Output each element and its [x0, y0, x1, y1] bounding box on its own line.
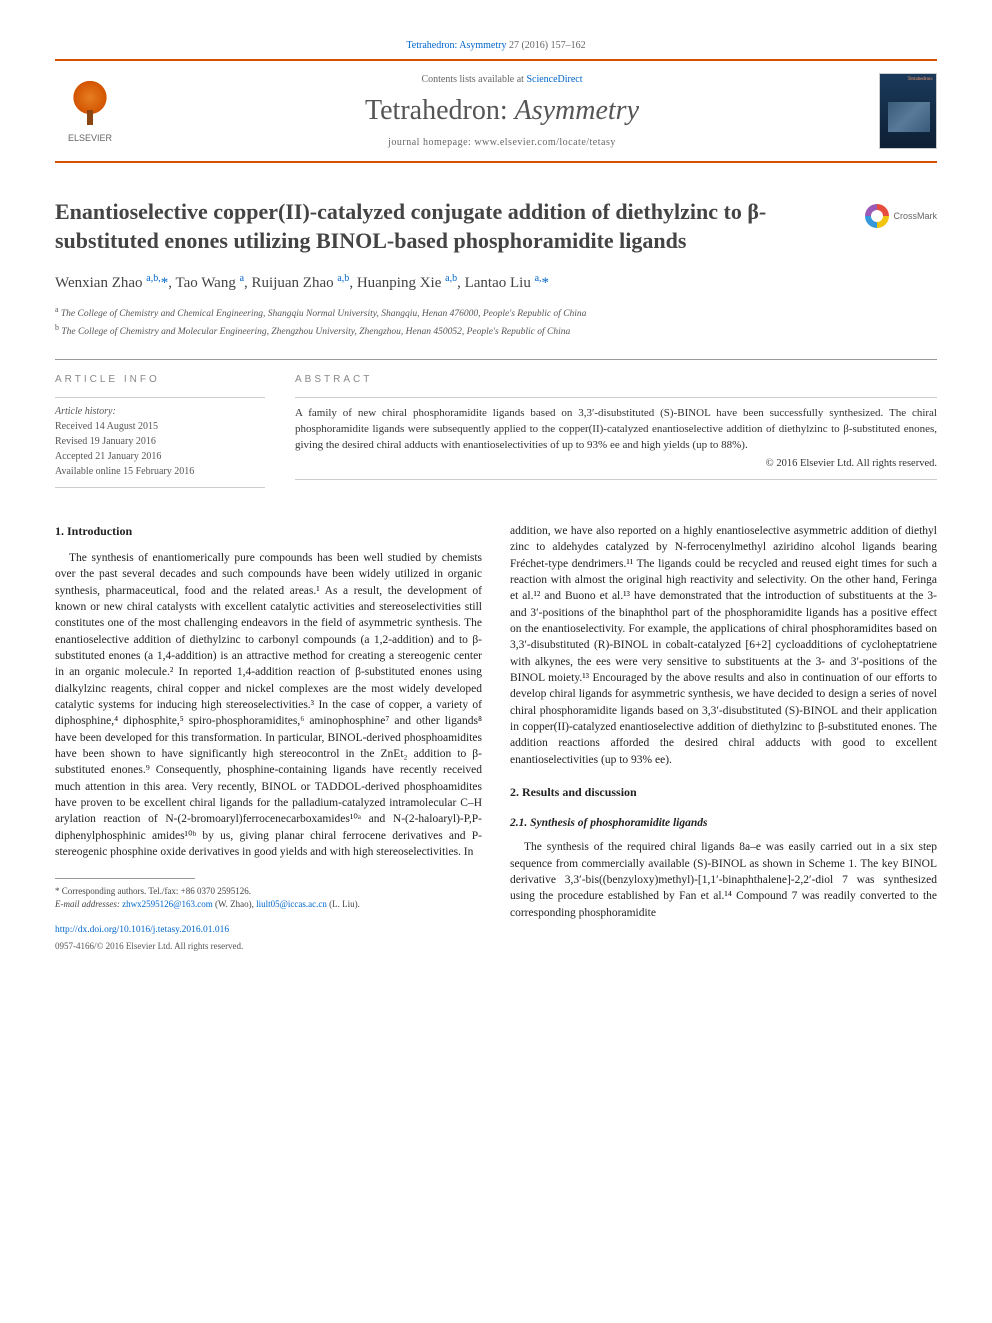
homepage-prefix: journal homepage:: [388, 137, 474, 148]
intro-paragraph-1: The synthesis of enantiomerically pure c…: [55, 550, 482, 860]
sciencedirect-link[interactable]: ScienceDirect: [526, 74, 582, 85]
history-label: Article history:: [55, 397, 265, 417]
col2-paragraph-1: addition, we have also reported on a hig…: [510, 523, 937, 768]
journal-name: Tetrahedron: Asymmetry: [125, 95, 879, 127]
contents-prefix: Contents lists available at: [421, 74, 526, 85]
journal-cover-thumbnail[interactable]: Tetrahedron:: [879, 73, 937, 149]
email-label: E-mail addresses:: [55, 899, 122, 909]
abstract-heading: ABSTRACT: [295, 374, 937, 385]
elsevier-logo[interactable]: ELSEVIER: [55, 80, 125, 143]
homepage-url[interactable]: www.elsevier.com/locate/tetasy: [474, 137, 616, 148]
cover-title: Tetrahedron:: [908, 77, 933, 82]
journal-header: ELSEVIER Contents lists available at Sci…: [55, 59, 937, 163]
footnote-separator: [55, 878, 195, 879]
contents-available: Contents lists available at ScienceDirec…: [125, 74, 879, 85]
article-info-block: ARTICLE INFO Article history: Received 1…: [55, 374, 265, 488]
abstract-block: ABSTRACT A family of new chiral phosphor…: [295, 374, 937, 488]
email-link-2[interactable]: liult05@iccas.ac.cn: [256, 899, 327, 909]
affiliation-a: a The College of Chemistry and Chemical …: [55, 304, 937, 321]
column-left: 1. Introduction The synthesis of enantio…: [55, 523, 482, 953]
citation-journal-link[interactable]: Tetrahedron: Asymmetry: [406, 40, 506, 51]
email-footnote: E-mail addresses: zhwx2595126@163.com (W…: [55, 898, 482, 911]
article-title: Enantioselective copper(II)-catalyzed co…: [55, 198, 795, 255]
crossmark-label: CrossMark: [893, 211, 937, 221]
email-link-1[interactable]: zhwx2595126@163.com: [122, 899, 213, 909]
article-info-heading: ARTICLE INFO: [55, 374, 265, 385]
history-revised: Revised 19 January 2016: [55, 434, 265, 449]
journal-homepage: journal homepage: www.elsevier.com/locat…: [125, 137, 879, 148]
affiliation-b: b The College of Chemistry and Molecular…: [55, 322, 937, 339]
authors-list: Wenxian Zhao a,b,*, Tao Wang a, Ruijuan …: [55, 273, 937, 292]
section-1-heading: 1. Introduction: [55, 523, 482, 540]
column-right: addition, we have also reported on a hig…: [510, 523, 937, 953]
citation-volume-pages: 27 (2016) 157–162: [506, 40, 585, 51]
section-2-heading: 2. Results and discussion: [510, 784, 937, 801]
synthesis-paragraph-1: The synthesis of the required chiral lig…: [510, 839, 937, 921]
history-received: Received 14 August 2015: [55, 419, 265, 434]
journal-name-italic: Asymmetry: [515, 95, 639, 126]
email-name-1: (W. Zhao),: [213, 899, 256, 909]
abstract-copyright: © 2016 Elsevier Ltd. All rights reserved…: [295, 458, 937, 480]
top-citation: Tetrahedron: Asymmetry 27 (2016) 157–162: [55, 40, 937, 51]
section-2-1-heading: 2.1. Synthesis of phosphoramidite ligand…: [510, 815, 937, 831]
corresponding-footnote: * Corresponding authors. Tel./fax: +86 0…: [55, 885, 482, 898]
doi-link[interactable]: http://dx.doi.org/10.1016/j.tetasy.2016.…: [55, 924, 482, 937]
affiliations: a The College of Chemistry and Chemical …: [55, 304, 937, 339]
issn-copyright: 0957-4166/© 2016 Elsevier Ltd. All right…: [55, 940, 482, 953]
journal-name-plain: Tetrahedron:: [365, 95, 515, 126]
crossmark-icon: [865, 204, 889, 228]
abstract-text: A family of new chiral phosphoramidite l…: [295, 397, 937, 454]
crossmark-badge[interactable]: CrossMark: [865, 204, 937, 228]
history-accepted: Accepted 21 January 2016: [55, 449, 265, 464]
body-text: 1. Introduction The synthesis of enantio…: [55, 523, 937, 953]
elsevier-text: ELSEVIER: [68, 133, 112, 143]
cover-art-icon: [888, 102, 930, 132]
history-online: Available online 15 February 2016: [55, 464, 265, 479]
elsevier-tree-icon: [65, 80, 115, 130]
email-name-2: (L. Liu).: [327, 899, 360, 909]
